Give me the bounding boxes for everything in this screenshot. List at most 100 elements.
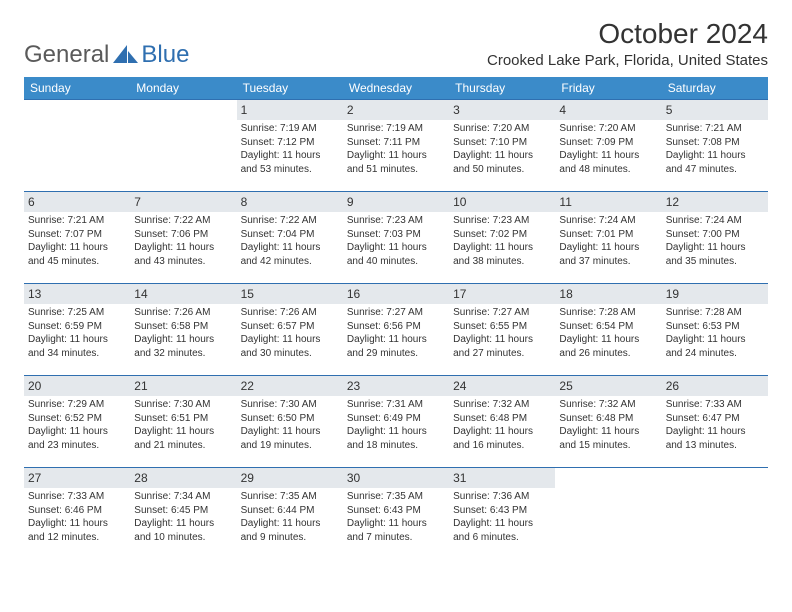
sunrise-line: Sunrise: 7:19 AM: [347, 122, 445, 136]
day-cell: 24Sunrise: 7:32 AMSunset: 6:48 PMDayligh…: [449, 376, 555, 468]
day-cell: 19Sunrise: 7:28 AMSunset: 6:53 PMDayligh…: [662, 284, 768, 376]
sunset-line: Sunset: 6:48 PM: [559, 412, 657, 426]
day-number: 5: [662, 100, 768, 120]
sunset-line: Sunset: 7:04 PM: [241, 228, 339, 242]
day-number: 9: [343, 192, 449, 212]
sunrise-line: Sunrise: 7:28 AM: [559, 306, 657, 320]
sunset-line: Sunset: 6:52 PM: [28, 412, 126, 426]
daylight-line: Daylight: 11 hours and 50 minutes.: [453, 149, 551, 176]
day-cell: 28Sunrise: 7:34 AMSunset: 6:45 PMDayligh…: [130, 468, 236, 560]
daylight-line: Daylight: 11 hours and 6 minutes.: [453, 517, 551, 544]
sunset-line: Sunset: 7:03 PM: [347, 228, 445, 242]
sunset-line: Sunset: 6:44 PM: [241, 504, 339, 518]
sunset-line: Sunset: 6:43 PM: [347, 504, 445, 518]
day-header: Friday: [555, 77, 661, 100]
day-number: 7: [130, 192, 236, 212]
sunset-line: Sunset: 7:11 PM: [347, 136, 445, 150]
day-cell: 2Sunrise: 7:19 AMSunset: 7:11 PMDaylight…: [343, 100, 449, 192]
day-number: 4: [555, 100, 661, 120]
day-cell: 20Sunrise: 7:29 AMSunset: 6:52 PMDayligh…: [24, 376, 130, 468]
daylight-line: Daylight: 11 hours and 7 minutes.: [347, 517, 445, 544]
day-cell: 18Sunrise: 7:28 AMSunset: 6:54 PMDayligh…: [555, 284, 661, 376]
daylight-line: Daylight: 11 hours and 48 minutes.: [559, 149, 657, 176]
daylight-line: Daylight: 11 hours and 24 minutes.: [666, 333, 764, 360]
day-cell: 25Sunrise: 7:32 AMSunset: 6:48 PMDayligh…: [555, 376, 661, 468]
sunrise-line: Sunrise: 7:24 AM: [666, 214, 764, 228]
daylight-line: Daylight: 11 hours and 47 minutes.: [666, 149, 764, 176]
day-cell: 26Sunrise: 7:33 AMSunset: 6:47 PMDayligh…: [662, 376, 768, 468]
daylight-line: Daylight: 11 hours and 9 minutes.: [241, 517, 339, 544]
day-cell: 23Sunrise: 7:31 AMSunset: 6:49 PMDayligh…: [343, 376, 449, 468]
day-number: 24: [449, 376, 555, 396]
sunrise-line: Sunrise: 7:35 AM: [347, 490, 445, 504]
sunrise-line: Sunrise: 7:20 AM: [559, 122, 657, 136]
sunset-line: Sunset: 6:53 PM: [666, 320, 764, 334]
sunrise-line: Sunrise: 7:27 AM: [347, 306, 445, 320]
day-cell: 29Sunrise: 7:35 AMSunset: 6:44 PMDayligh…: [237, 468, 343, 560]
sunset-line: Sunset: 7:10 PM: [453, 136, 551, 150]
day-number: 19: [662, 284, 768, 304]
daylight-line: Daylight: 11 hours and 40 minutes.: [347, 241, 445, 268]
sunset-line: Sunset: 7:09 PM: [559, 136, 657, 150]
day-header: Tuesday: [237, 77, 343, 100]
week-row: 1Sunrise: 7:19 AMSunset: 7:12 PMDaylight…: [24, 100, 768, 192]
sunset-line: Sunset: 6:51 PM: [134, 412, 232, 426]
daylight-line: Daylight: 11 hours and 38 minutes.: [453, 241, 551, 268]
day-number: 15: [237, 284, 343, 304]
sunrise-line: Sunrise: 7:30 AM: [241, 398, 339, 412]
day-cell: 21Sunrise: 7:30 AMSunset: 6:51 PMDayligh…: [130, 376, 236, 468]
day-number: 31: [449, 468, 555, 488]
day-number: 29: [237, 468, 343, 488]
header: General Blue October 2024 Crooked Lake P…: [24, 18, 768, 69]
daylight-line: Daylight: 11 hours and 15 minutes.: [559, 425, 657, 452]
sunset-line: Sunset: 7:02 PM: [453, 228, 551, 242]
day-number: 17: [449, 284, 555, 304]
sunset-line: Sunset: 6:48 PM: [453, 412, 551, 426]
sunset-line: Sunset: 6:50 PM: [241, 412, 339, 426]
day-cell: 31Sunrise: 7:36 AMSunset: 6:43 PMDayligh…: [449, 468, 555, 560]
day-cell: 5Sunrise: 7:21 AMSunset: 7:08 PMDaylight…: [662, 100, 768, 192]
sunrise-line: Sunrise: 7:21 AM: [28, 214, 126, 228]
day-cell: 14Sunrise: 7:26 AMSunset: 6:58 PMDayligh…: [130, 284, 236, 376]
logo-sail-icon: [113, 45, 139, 65]
day-cell: 12Sunrise: 7:24 AMSunset: 7:00 PMDayligh…: [662, 192, 768, 284]
week-row: 20Sunrise: 7:29 AMSunset: 6:52 PMDayligh…: [24, 376, 768, 468]
sunset-line: Sunset: 7:00 PM: [666, 228, 764, 242]
day-header-row: SundayMondayTuesdayWednesdayThursdayFrid…: [24, 77, 768, 100]
daylight-line: Daylight: 11 hours and 23 minutes.: [28, 425, 126, 452]
day-cell: [130, 100, 236, 192]
daylight-line: Daylight: 11 hours and 53 minutes.: [241, 149, 339, 176]
day-number: 27: [24, 468, 130, 488]
sunset-line: Sunset: 6:56 PM: [347, 320, 445, 334]
day-number: 11: [555, 192, 661, 212]
sunrise-line: Sunrise: 7:24 AM: [559, 214, 657, 228]
daylight-line: Daylight: 11 hours and 35 minutes.: [666, 241, 764, 268]
sunset-line: Sunset: 6:58 PM: [134, 320, 232, 334]
day-cell: 30Sunrise: 7:35 AMSunset: 6:43 PMDayligh…: [343, 468, 449, 560]
sunrise-line: Sunrise: 7:26 AM: [134, 306, 232, 320]
sunset-line: Sunset: 6:54 PM: [559, 320, 657, 334]
sunset-line: Sunset: 7:01 PM: [559, 228, 657, 242]
sunset-line: Sunset: 7:06 PM: [134, 228, 232, 242]
day-number: 20: [24, 376, 130, 396]
title-block: October 2024 Crooked Lake Park, Florida,…: [487, 18, 768, 69]
day-number: 21: [130, 376, 236, 396]
daylight-line: Daylight: 11 hours and 18 minutes.: [347, 425, 445, 452]
sunrise-line: Sunrise: 7:32 AM: [453, 398, 551, 412]
day-cell: 1Sunrise: 7:19 AMSunset: 7:12 PMDaylight…: [237, 100, 343, 192]
month-title: October 2024: [487, 18, 768, 50]
day-cell: 9Sunrise: 7:23 AMSunset: 7:03 PMDaylight…: [343, 192, 449, 284]
sunrise-line: Sunrise: 7:33 AM: [28, 490, 126, 504]
daylight-line: Daylight: 11 hours and 13 minutes.: [666, 425, 764, 452]
location: Crooked Lake Park, Florida, United State…: [487, 52, 768, 69]
day-number: 18: [555, 284, 661, 304]
sunrise-line: Sunrise: 7:20 AM: [453, 122, 551, 136]
day-number: 26: [662, 376, 768, 396]
day-number: 28: [130, 468, 236, 488]
daylight-line: Daylight: 11 hours and 32 minutes.: [134, 333, 232, 360]
day-number: 10: [449, 192, 555, 212]
day-header: Monday: [130, 77, 236, 100]
day-cell: [662, 468, 768, 560]
sunrise-line: Sunrise: 7:32 AM: [559, 398, 657, 412]
day-cell: 4 Sunrise: 7:20 AMSunset: 7:09 PMDaylight…: [555, 100, 661, 192]
